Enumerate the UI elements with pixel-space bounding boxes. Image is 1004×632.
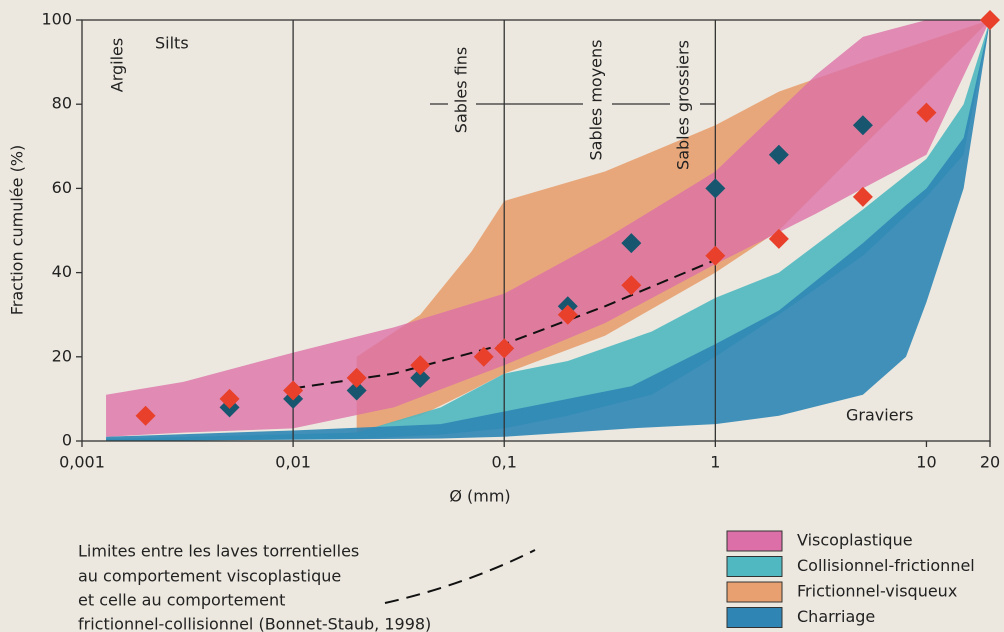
y-tick-label: 100 — [41, 10, 72, 29]
plot-area: 0,001 0,01 0,1 1 10 20 0 20 40 60 80 100 — [41, 10, 1000, 472]
data-point — [346, 380, 367, 401]
x-tick-label: 0,01 — [275, 453, 311, 472]
x-tick-label: 0,1 — [491, 453, 516, 472]
legend-swatch — [726, 556, 783, 577]
y-tick-label: 60 — [52, 178, 72, 197]
data-point — [346, 367, 367, 388]
data-point — [852, 186, 873, 207]
data-point — [557, 304, 578, 325]
band — [106, 20, 991, 441]
data-point — [768, 144, 789, 165]
legend-label: Collisionnel-frictionnel — [797, 556, 975, 575]
note-line: et celle au comportement — [78, 591, 285, 610]
annotation: Sables moyens — [587, 40, 606, 161]
annotation: Sables fins — [452, 47, 471, 133]
note-line: au comportement viscoplastique — [78, 567, 341, 586]
data-point — [473, 346, 494, 367]
legend-swatch — [726, 530, 783, 552]
y-tick-label: 80 — [52, 94, 72, 113]
data-point — [705, 245, 726, 266]
data-point — [494, 338, 515, 359]
note-line: frictionnel-collisionnel (Bonnet-Staub, … — [78, 615, 431, 632]
data-point — [283, 380, 304, 401]
x-tick-label: 1 — [710, 453, 720, 472]
data-point — [621, 233, 642, 254]
x-tick-label: 0,001 — [59, 453, 105, 472]
y-tick-label: 0 — [62, 431, 72, 450]
legend-label: Viscoplastique — [797, 531, 913, 550]
data-point — [916, 102, 937, 123]
data-point — [705, 178, 726, 199]
data-point — [980, 10, 1000, 30]
legend-label: Frictionnel-visqueux — [797, 582, 957, 601]
legend: Viscoplastique Collisionnel-frictionnel Fr… — [726, 530, 975, 628]
data-point — [621, 275, 642, 296]
data-point — [219, 388, 240, 409]
note-line: Limites entre les laves torrentielles — [78, 542, 359, 561]
y-tick-label: 40 — [52, 262, 72, 281]
data-point — [852, 115, 873, 136]
legend-swatch — [726, 607, 783, 628]
x-tick-label: 20 — [980, 453, 1000, 472]
x-axis-label: Ø (mm) — [449, 487, 510, 506]
data-point — [410, 367, 431, 388]
annotation: Graviers — [846, 406, 913, 425]
data-point — [410, 355, 431, 376]
x-tick-label: 10 — [916, 453, 936, 472]
note-dash-sample — [384, 549, 536, 604]
data-point — [768, 228, 789, 249]
legend-swatch — [726, 581, 783, 603]
y-axis-label: Fraction cumulée (%) — [8, 145, 27, 316]
annotation: Sables grossiers — [674, 40, 693, 170]
data-point — [135, 405, 156, 426]
legend-label: Charriage — [797, 607, 875, 626]
annotation: Silts — [155, 34, 189, 53]
band — [106, 20, 991, 437]
annotation: Argiles — [108, 38, 127, 92]
y-tick-label: 20 — [52, 346, 72, 365]
plot-frame — [81, 19, 991, 442]
